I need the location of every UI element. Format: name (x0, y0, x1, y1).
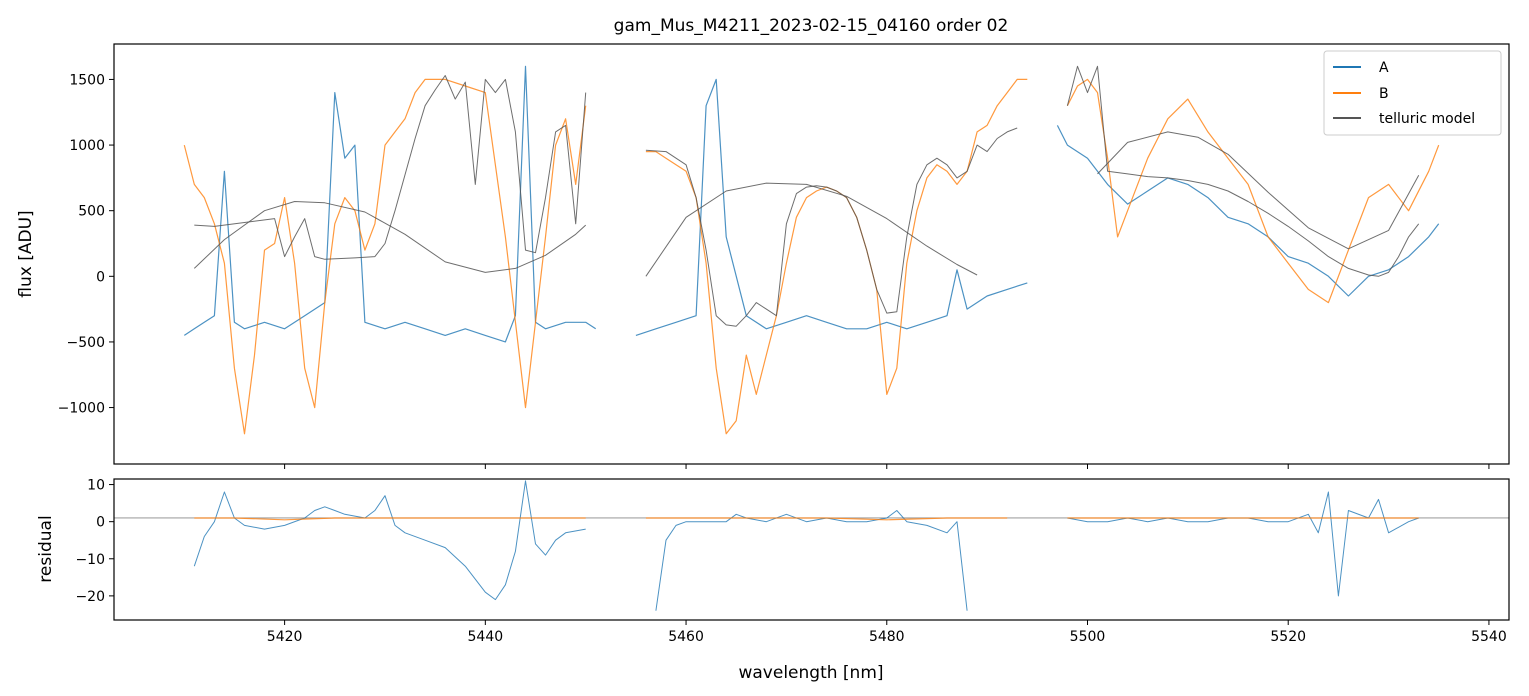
residual-x-tick-label: 5480 (869, 629, 905, 645)
residual-x-tick-label: 5520 (1270, 629, 1306, 645)
residual-axes-frame (113, 478, 1510, 621)
residual-y-axis-label: residual (36, 515, 56, 582)
x-axis-label: wavelength [nm] (738, 663, 883, 683)
residual-series-b-segment-2 (645, 517, 1008, 521)
legend-label-b: B (1379, 86, 1389, 102)
residual-x-tick-label: 5440 (468, 629, 504, 645)
residual-series-a-segment-2 (655, 510, 968, 611)
residual-x-tick-label: 5540 (1471, 629, 1507, 645)
top-series-a-segment-3 (1056, 125, 1440, 297)
residual-x-tick-label: 5420 (267, 629, 303, 645)
residual-y-tick-label: −10 (75, 552, 105, 568)
top-series-a-segment-1 (183, 65, 597, 343)
top-series-b-segment-1 (183, 78, 587, 435)
top-series-telluric-model-segment-5 (645, 182, 978, 277)
top-series-a-segment-2 (635, 78, 1028, 336)
residual-y-tick-label: 0 (96, 515, 105, 531)
top-plot-area (183, 65, 1440, 435)
top-series-telluric-model-segment-6 (1097, 131, 1420, 250)
residual-x-tick-label: 5460 (668, 629, 704, 645)
legend-label-a: A (1379, 60, 1389, 76)
residual-series-a-segment-1 (193, 480, 586, 601)
top-series-telluric-model-segment-3 (1066, 65, 1420, 277)
top-y-tick-label: 1500 (69, 72, 105, 88)
top-y-tick-label: 1000 (69, 138, 105, 154)
residual-y-tick-label: 10 (87, 478, 105, 494)
residual-series-a-segment-3 (1067, 491, 1419, 597)
legend: A B telluric model (1323, 50, 1502, 136)
top-y-tick-label: 0 (96, 269, 105, 285)
top-y-axis-label: flux [ADU] (16, 210, 36, 297)
top-axes-frame (113, 43, 1510, 465)
residual-axes: 5420 5440 5460 5480 5500 5520 5540 −20 −10 0 10 (75, 478, 1506, 645)
top-y-tick-label: −500 (67, 335, 105, 351)
residual-y-tick-label: −20 (75, 589, 105, 605)
top-series-telluric-model-segment-1 (194, 75, 587, 260)
top-y-tick-label: −1000 (58, 401, 105, 417)
legend-label-telluric-model: telluric model (1379, 111, 1475, 127)
residual-plot-area (114, 480, 1509, 611)
top-y-tick-label: 500 (78, 204, 105, 220)
residual-x-tick-label: 5500 (1070, 629, 1106, 645)
top-series-telluric-model-segment-4 (193, 201, 587, 273)
residual-series-b-segment-1 (194, 517, 586, 521)
chart-title: gam_Mus_M4211_2023-02-15_04160 order 02 (614, 16, 1009, 36)
top-axes: −1000 −500 0 500 1000 1500 (58, 72, 1490, 469)
legend-box (1323, 50, 1502, 136)
